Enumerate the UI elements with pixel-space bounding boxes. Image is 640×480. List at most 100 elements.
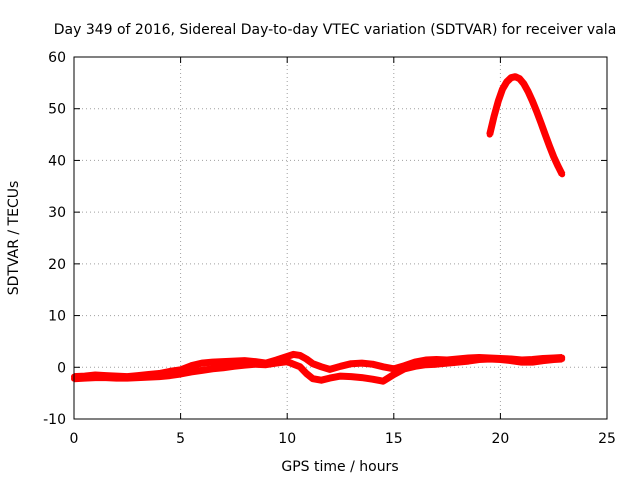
data-point <box>559 356 566 362</box>
data-point <box>230 358 237 365</box>
y-tick-label: 10 <box>48 309 66 325</box>
data-point <box>422 361 429 368</box>
data-point <box>198 367 205 374</box>
data-point <box>318 377 325 384</box>
y-tick-label: 0 <box>57 360 66 376</box>
data-point <box>166 372 173 379</box>
data-point <box>252 361 259 368</box>
data-point <box>529 98 536 104</box>
data-point <box>337 373 344 380</box>
x-tick-label: 0 <box>70 431 79 447</box>
data-point <box>303 370 310 377</box>
tick-marks <box>73 56 608 420</box>
y-tick-label: 40 <box>48 153 66 169</box>
data-point <box>486 131 493 138</box>
data-point <box>518 359 525 366</box>
data-point <box>273 360 280 367</box>
x-tick-label: 20 <box>491 431 509 447</box>
y-axis-title: SDTVAR / TECUs <box>6 181 22 296</box>
data-point <box>188 362 195 369</box>
y-tick-label: 30 <box>48 205 66 221</box>
x-tick-label: 10 <box>278 431 296 447</box>
data-point <box>337 363 344 370</box>
grid-lines <box>74 57 607 419</box>
data-point <box>290 361 297 368</box>
x-tick-label: 5 <box>176 431 185 447</box>
data-point <box>412 363 419 370</box>
data-point <box>318 363 325 370</box>
data-point <box>297 352 303 359</box>
data-point <box>135 374 141 381</box>
data-point <box>491 113 497 120</box>
x-tick-label: 15 <box>385 431 403 447</box>
y-tick-label: -10 <box>43 412 66 428</box>
data-point <box>369 376 376 383</box>
data-point <box>284 353 291 360</box>
data-point <box>520 80 527 87</box>
data-point <box>550 356 557 363</box>
y-tick-label: 50 <box>48 102 66 118</box>
data-point <box>546 142 553 149</box>
data-point <box>555 163 561 170</box>
data-point <box>124 375 131 382</box>
data-point <box>503 78 510 85</box>
series-layer <box>71 73 566 385</box>
data-point <box>537 119 544 126</box>
data-point <box>290 351 297 358</box>
data-point <box>209 359 216 366</box>
data-point <box>220 358 227 365</box>
data-point <box>309 360 316 367</box>
data-point <box>297 363 303 370</box>
data-point <box>220 364 227 371</box>
data-point <box>516 75 523 82</box>
data-point <box>529 359 536 366</box>
data-point <box>92 374 99 381</box>
data-point <box>198 360 205 367</box>
data-point <box>369 361 376 368</box>
data-point <box>113 375 120 382</box>
data-point <box>177 371 184 377</box>
data-point <box>358 360 365 367</box>
data-point <box>525 88 532 95</box>
data-point <box>156 373 163 380</box>
data-point <box>303 356 310 362</box>
chart-title: Day 349 of 2016, Sidereal Day-to-day VTE… <box>54 22 617 38</box>
data-point <box>284 358 291 365</box>
data-point <box>497 356 504 363</box>
data-point <box>145 374 152 381</box>
data-point <box>209 365 216 372</box>
data-point <box>326 375 333 382</box>
x-tick-labels: 0 5 10 15 20 25 <box>70 431 616 447</box>
data-point <box>499 86 506 93</box>
data-point <box>390 371 397 378</box>
data-point <box>486 356 493 362</box>
data-point <box>508 357 515 364</box>
data-point <box>262 361 269 368</box>
y-tick-labels: -10 0 10 20 30 40 50 60 <box>43 50 66 428</box>
data-point <box>188 368 195 375</box>
data-point <box>81 375 88 382</box>
data-point <box>454 359 461 366</box>
data-point <box>241 362 248 369</box>
data-point <box>550 153 557 160</box>
data-point <box>476 356 483 363</box>
data-point <box>433 361 440 368</box>
plot-frame <box>73 56 608 420</box>
x-axis-title: GPS time / hours <box>281 459 398 475</box>
y-tick-label: 60 <box>48 50 66 66</box>
data-point <box>559 171 566 178</box>
data-point <box>444 360 451 367</box>
data-point <box>533 108 540 115</box>
y-tick-label: 20 <box>48 257 66 273</box>
data-point <box>465 358 472 365</box>
data-point <box>348 360 355 367</box>
data-point <box>230 363 237 370</box>
data-point <box>309 375 316 382</box>
data-point <box>326 366 333 373</box>
data-point <box>401 365 408 372</box>
data-point <box>495 98 502 104</box>
data-point <box>358 374 365 381</box>
data-point <box>103 374 109 381</box>
